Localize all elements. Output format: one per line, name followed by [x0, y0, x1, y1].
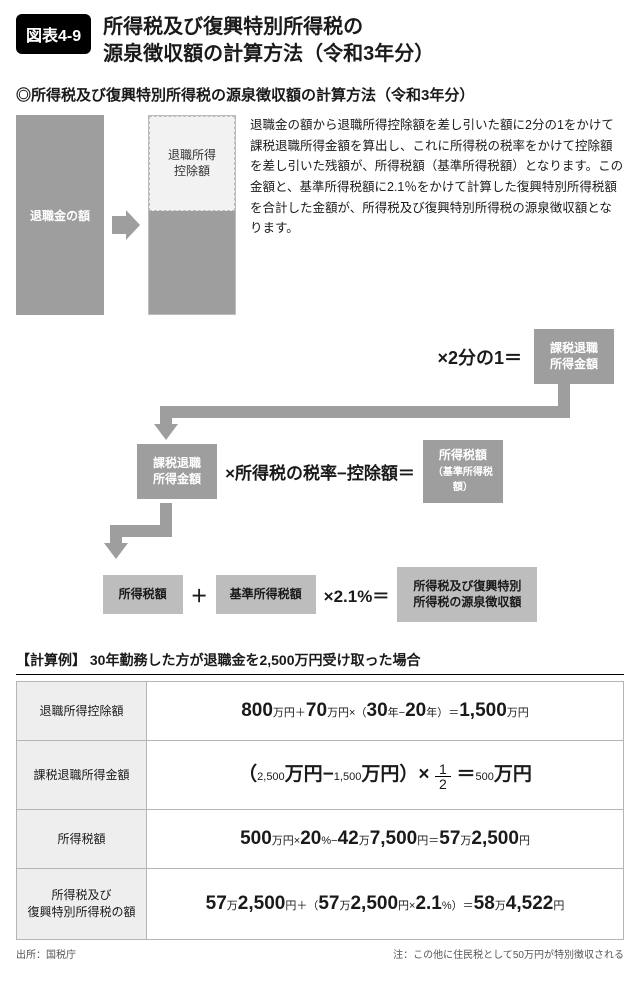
- table-row: 所得税額 500万円×20%−42万7,500円＝57万2,500円: [17, 810, 624, 869]
- bar-full-wrap: 退職金の額: [16, 115, 104, 315]
- row-3-label: 所得税額: [17, 810, 147, 869]
- bar-split-bottom: [149, 211, 235, 314]
- title-line-1: 所得税及び復興特別所得税の: [103, 16, 363, 38]
- bar-split-top: 退職所得控除額: [149, 116, 235, 211]
- top-diagram: 退職金の額 退職所得控除額 退職金の額から退職所得控除額を差し引いた額に2分の1…: [16, 115, 624, 315]
- calc-row-1: ×2分の1＝ 課税退職所得金額: [16, 329, 624, 384]
- row-1-label: 退職所得控除額: [17, 682, 147, 741]
- op-rate: ×所得税の税率−控除額＝: [225, 459, 415, 484]
- figure-badge: 図表4-9: [16, 14, 91, 54]
- row-4-label: 所得税及び復興特別所得税の額: [17, 869, 147, 940]
- box-income-tax-l2: （基準所得税額）: [433, 467, 493, 494]
- calc-row-3: 所得税額 ＋ 基準所得税額 ×2.1%＝ 所得税及び復興特別所得税の源泉徴収額: [16, 567, 624, 622]
- row-2-value: （2,500万円−1,500万円）× 12 ＝500万円: [147, 741, 624, 810]
- box-withholding: 所得税及び復興特別所得税の源泉徴収額: [397, 567, 537, 622]
- connector-2: [16, 503, 624, 559]
- bar-full: 退職金の額: [16, 115, 104, 315]
- fraction-icon: 12: [435, 762, 451, 791]
- table-row: 所得税及び復興特別所得税の額 57万2,500円＋（57万2,500円×2.1%…: [17, 869, 624, 940]
- subtitle: ◎所得税及び復興特別所得税の源泉徴収額の計算方法（令和3年分）: [16, 84, 624, 105]
- title-line-2: 源泉徴収額の計算方法（令和3年分）: [103, 43, 434, 65]
- example-title: 【計算例】 30年勤務した方が退職金を2,500万円受け取った場合: [16, 650, 624, 675]
- box-income-tax-2: 所得税額: [103, 575, 183, 615]
- arrow-right-icon: [112, 210, 140, 240]
- calc-row-2: 課税退職所得金額 ×所得税の税率−控除額＝ 所得税額 （基準所得税額）: [16, 440, 624, 503]
- row-2-label: 課税退職所得金額: [17, 741, 147, 810]
- box-base-tax: 基準所得税額: [216, 575, 316, 615]
- connector-1: [16, 384, 624, 440]
- example-table: 退職所得控除額 800万円＋70万円×（30年−20年）＝1,500万円 課税退…: [16, 681, 624, 940]
- table-row: 課税退職所得金額 （2,500万円−1,500万円）× 12 ＝500万円: [17, 741, 624, 810]
- box-income-tax-l1: 所得税額: [439, 448, 487, 462]
- footer: 出所：国税庁 注：この他に住民税として50万円が特別徴収される: [16, 946, 624, 961]
- op-21pct: ×2.1%＝: [324, 582, 390, 607]
- bar-split: 退職所得控除額: [148, 115, 236, 315]
- box-income-tax: 所得税額 （基準所得税額）: [423, 440, 503, 503]
- header: 図表4-9 所得税及び復興特別所得税の 源泉徴収額の計算方法（令和3年分）: [16, 14, 624, 68]
- row-1-value: 800万円＋70万円×（30年−20年）＝1,500万円: [147, 682, 624, 741]
- box-taxable-income: 課税退職所得金額: [534, 329, 614, 384]
- footer-source: 出所：国税庁: [16, 946, 76, 961]
- description-text: 退職金の額から退職所得控除額を差し引いた額に2分の1をかけて課税退職所得金額を算…: [244, 115, 624, 239]
- box-taxable-income-2: 課税退職所得金額: [137, 444, 217, 499]
- page-title: 所得税及び復興特別所得税の 源泉徴収額の計算方法（令和3年分）: [103, 14, 434, 68]
- row-4-value: 57万2,500円＋（57万2,500円×2.1%）＝58万4,522円: [147, 869, 624, 940]
- table-row: 退職所得控除額 800万円＋70万円×（30年−20年）＝1,500万円: [17, 682, 624, 741]
- row-3-value: 500万円×20%−42万7,500円＝57万2,500円: [147, 810, 624, 869]
- footer-note: 注：この他に住民税として50万円が特別徴収される: [393, 946, 624, 961]
- op-half: ×2分の1＝: [437, 344, 522, 370]
- op-plus: ＋: [191, 582, 208, 607]
